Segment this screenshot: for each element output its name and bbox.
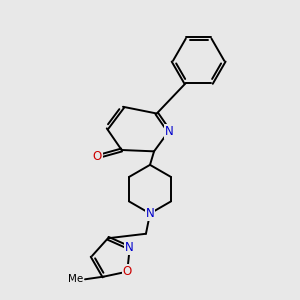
Text: O: O xyxy=(93,150,102,163)
Text: N: N xyxy=(146,207,154,220)
Text: N: N xyxy=(164,124,173,138)
Text: O: O xyxy=(123,265,132,278)
Text: N: N xyxy=(125,242,134,254)
Text: Me: Me xyxy=(68,274,84,284)
